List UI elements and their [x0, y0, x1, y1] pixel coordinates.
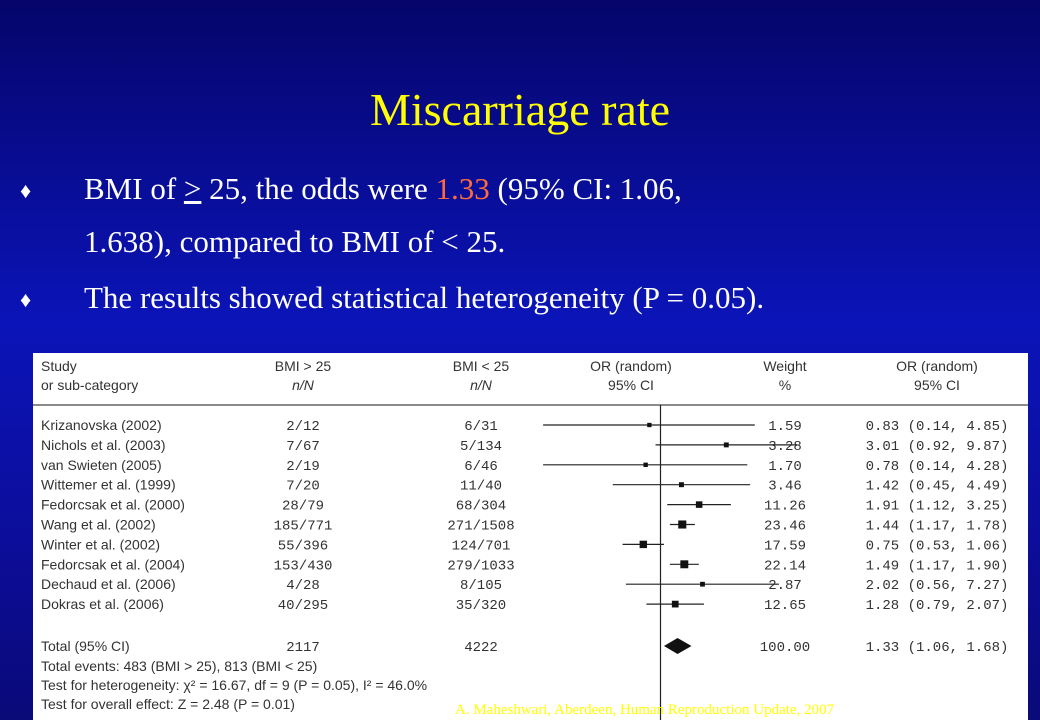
- weight-value: 17.59: [764, 538, 806, 554]
- study-label: Winter et al. (2002): [41, 536, 160, 552]
- bmi-lt-value: 11/40: [460, 479, 502, 495]
- bmi-lt-value: 271/1508: [447, 519, 514, 535]
- header-or-2: 95% CI: [608, 377, 654, 393]
- header-weight-1: Weight: [763, 358, 806, 374]
- header-or-ci-2: 95% CI: [914, 377, 960, 393]
- footnote-3: Test for overall effect: Z = 2.48 (P = 0…: [41, 696, 295, 712]
- or-ci-value: 0.75 (0.53, 1.06): [866, 538, 1009, 554]
- bmi-gt-value: 28/79: [282, 499, 324, 515]
- point-estimate-square: [723, 442, 729, 448]
- header-or-1: OR (random): [590, 358, 672, 374]
- point-estimate-square: [678, 520, 687, 529]
- bmi-gt-value: 2/19: [286, 459, 320, 475]
- forest-plot: Study or sub-category BMI > 25 n/N BMI < 25 n…: [33, 358, 1028, 720]
- study-label: Fedorcsak et al. (2004): [41, 556, 185, 572]
- bmi-lt-value: 8/105: [460, 578, 502, 594]
- bullet-1-ge-symbol: >: [183, 171, 202, 206]
- bmi-gt-value: 7/20: [286, 479, 320, 495]
- or-ci-value: 0.83 (0.14, 4.85): [866, 419, 1009, 435]
- bmi-lt-value: 6/46: [464, 459, 498, 475]
- diamond-bullet-icon: ♦: [20, 287, 32, 312]
- point-estimate-square: [647, 422, 652, 428]
- or-ci-value: 1.49 (1.17, 1.90): [866, 558, 1009, 574]
- weight-value: 12.65: [764, 598, 806, 614]
- total-bmi-lt: 4222: [464, 640, 498, 656]
- or-ci-value: 1.28 (0.79, 2.07): [866, 598, 1009, 614]
- header-weight-2: %: [779, 377, 791, 393]
- bmi-lt-value: 6/31: [464, 419, 498, 435]
- header-bmi-lt-2: n/N: [470, 377, 493, 393]
- forest-plot-figure: Study or sub-category BMI > 25 n/N BMI < 25 n…: [33, 353, 1028, 720]
- study-label: Fedorcsak et al. (2000): [41, 497, 185, 513]
- bmi-lt-value: 124/701: [452, 538, 511, 554]
- study-label: Dechaud et al. (2006): [41, 576, 176, 592]
- weight-value: 23.46: [764, 519, 806, 535]
- bmi-gt-value: 185/771: [274, 519, 333, 535]
- point-estimate-square: [643, 462, 648, 467]
- point-estimate-square: [680, 560, 689, 569]
- bmi-gt-value: 7/67: [286, 439, 320, 455]
- weight-value: 3.28: [768, 439, 802, 455]
- point-estimate-square: [678, 482, 684, 488]
- header-study-2: or sub-category: [41, 377, 138, 393]
- citation: A. Maheshwari, Aberdeen, Human Reproduct…: [455, 702, 835, 718]
- slide-title: Miscarriage rate: [369, 84, 671, 135]
- bullet-1-line-2: 1.638), compared to BMI of < 25.: [84, 224, 506, 259]
- weight-value: 11.26: [764, 499, 806, 515]
- or-ci-value: 0.78 (0.14, 4.28): [866, 459, 1009, 475]
- bmi-gt-value: 153/430: [274, 558, 333, 574]
- header-bmi-gt-2: n/N: [292, 377, 315, 393]
- point-estimate-square: [639, 540, 648, 549]
- bmi-lt-value: 5/134: [460, 439, 502, 455]
- total-label: Total (95% CI): [41, 638, 130, 654]
- study-label: Wang et al. (2002): [41, 517, 156, 533]
- weight-value: 2.87: [768, 578, 802, 594]
- pooled-estimate-diamond: [663, 638, 692, 654]
- total-or-ci: 1.33 (1.06, 1.68): [866, 640, 1009, 656]
- bmi-lt-value: 279/1033: [447, 558, 514, 574]
- study-label: van Swieten (2005): [41, 457, 162, 473]
- header-study-1: Study: [41, 358, 77, 374]
- point-estimate-square: [671, 600, 679, 608]
- bmi-gt-value: 4/28: [286, 578, 320, 594]
- weight-value: 3.46: [768, 479, 802, 495]
- bullet-1-pre: BMI of: [84, 171, 184, 206]
- point-estimate-square: [695, 501, 703, 508]
- study-label: Dokras et al. (2006): [41, 596, 164, 612]
- weight-value: 22.14: [764, 558, 806, 574]
- footnote-1: Total events: 483 (BMI > 25), 813 (BMI <…: [41, 658, 317, 674]
- bullet-1-mid: 25, the odds were: [201, 171, 436, 206]
- header-or-ci-1: OR (random): [896, 358, 978, 374]
- or-ci-value: 2.02 (0.56, 7.27): [866, 578, 1009, 594]
- study-label: Krizanovska (2002): [41, 417, 162, 433]
- total-weight: 100.00: [760, 640, 810, 656]
- bmi-lt-value: 35/320: [456, 598, 506, 614]
- bullet-2-text: The results showed statistical heterogen…: [84, 280, 765, 315]
- total-bmi-gt: 2117: [286, 640, 320, 656]
- or-ci-value: 1.42 (0.45, 4.49): [866, 479, 1009, 495]
- or-ci-value: 3.01 (0.92, 9.87): [866, 439, 1009, 455]
- study-label: Wittemer et al. (1999): [41, 477, 176, 493]
- diamond-bullet-icon: ♦: [20, 178, 32, 203]
- bmi-gt-value: 40/295: [278, 598, 328, 614]
- bmi-lt-value: 68/304: [456, 499, 506, 515]
- weight-value: 1.70: [768, 459, 802, 475]
- bullet-1-odds: 1.33: [435, 171, 490, 206]
- study-label: Nichols et al. (2003): [41, 437, 166, 453]
- weight-value: 1.59: [768, 419, 802, 435]
- bmi-gt-value: 55/396: [278, 538, 328, 554]
- bmi-gt-value: 2/12: [286, 419, 320, 435]
- footnote-2: Test for heterogeneity: χ² = 16.67, df =…: [41, 677, 427, 693]
- header-bmi-lt-1: BMI < 25: [453, 358, 510, 374]
- or-ci-value: 1.91 (1.12, 3.25): [866, 499, 1009, 515]
- point-estimate-square: [700, 581, 705, 587]
- bullet-1-post: (95% CI: 1.06,: [489, 171, 682, 206]
- header-bmi-gt-1: BMI > 25: [275, 358, 332, 374]
- bullet-1-line-1: BMI of > 25, the odds were 1.33 (95% CI:…: [84, 170, 682, 207]
- or-ci-value: 1.44 (1.17, 1.78): [866, 519, 1009, 535]
